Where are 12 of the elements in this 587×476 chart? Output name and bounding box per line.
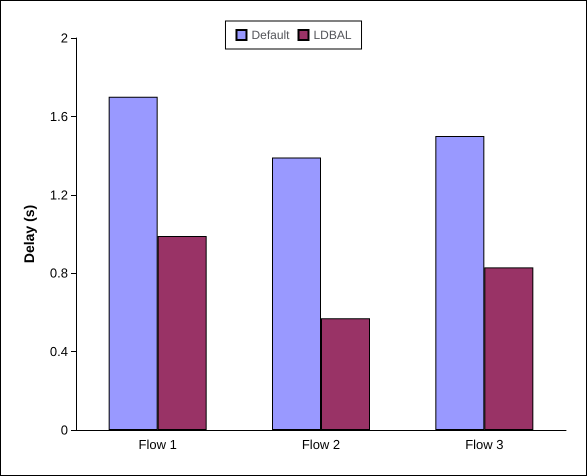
- x-tick-label: Flow 1: [138, 437, 177, 452]
- y-tick-label: 0.4: [50, 344, 68, 360]
- y-axis-title: Delay (s): [21, 204, 37, 264]
- y-tick-label: 2: [60, 30, 68, 46]
- x-tick-label: Flow 2: [302, 437, 340, 452]
- y-tick-label: 1.6: [50, 108, 68, 124]
- y-tick-label: 1.2: [50, 187, 68, 202]
- legend-label: Default: [251, 28, 290, 42]
- y-tick-label: 0: [60, 422, 68, 438]
- legend-label: LDBAL: [314, 28, 352, 42]
- x-tick-label: Flow 3: [465, 437, 504, 452]
- y-tick-label: 0.8: [50, 266, 68, 281]
